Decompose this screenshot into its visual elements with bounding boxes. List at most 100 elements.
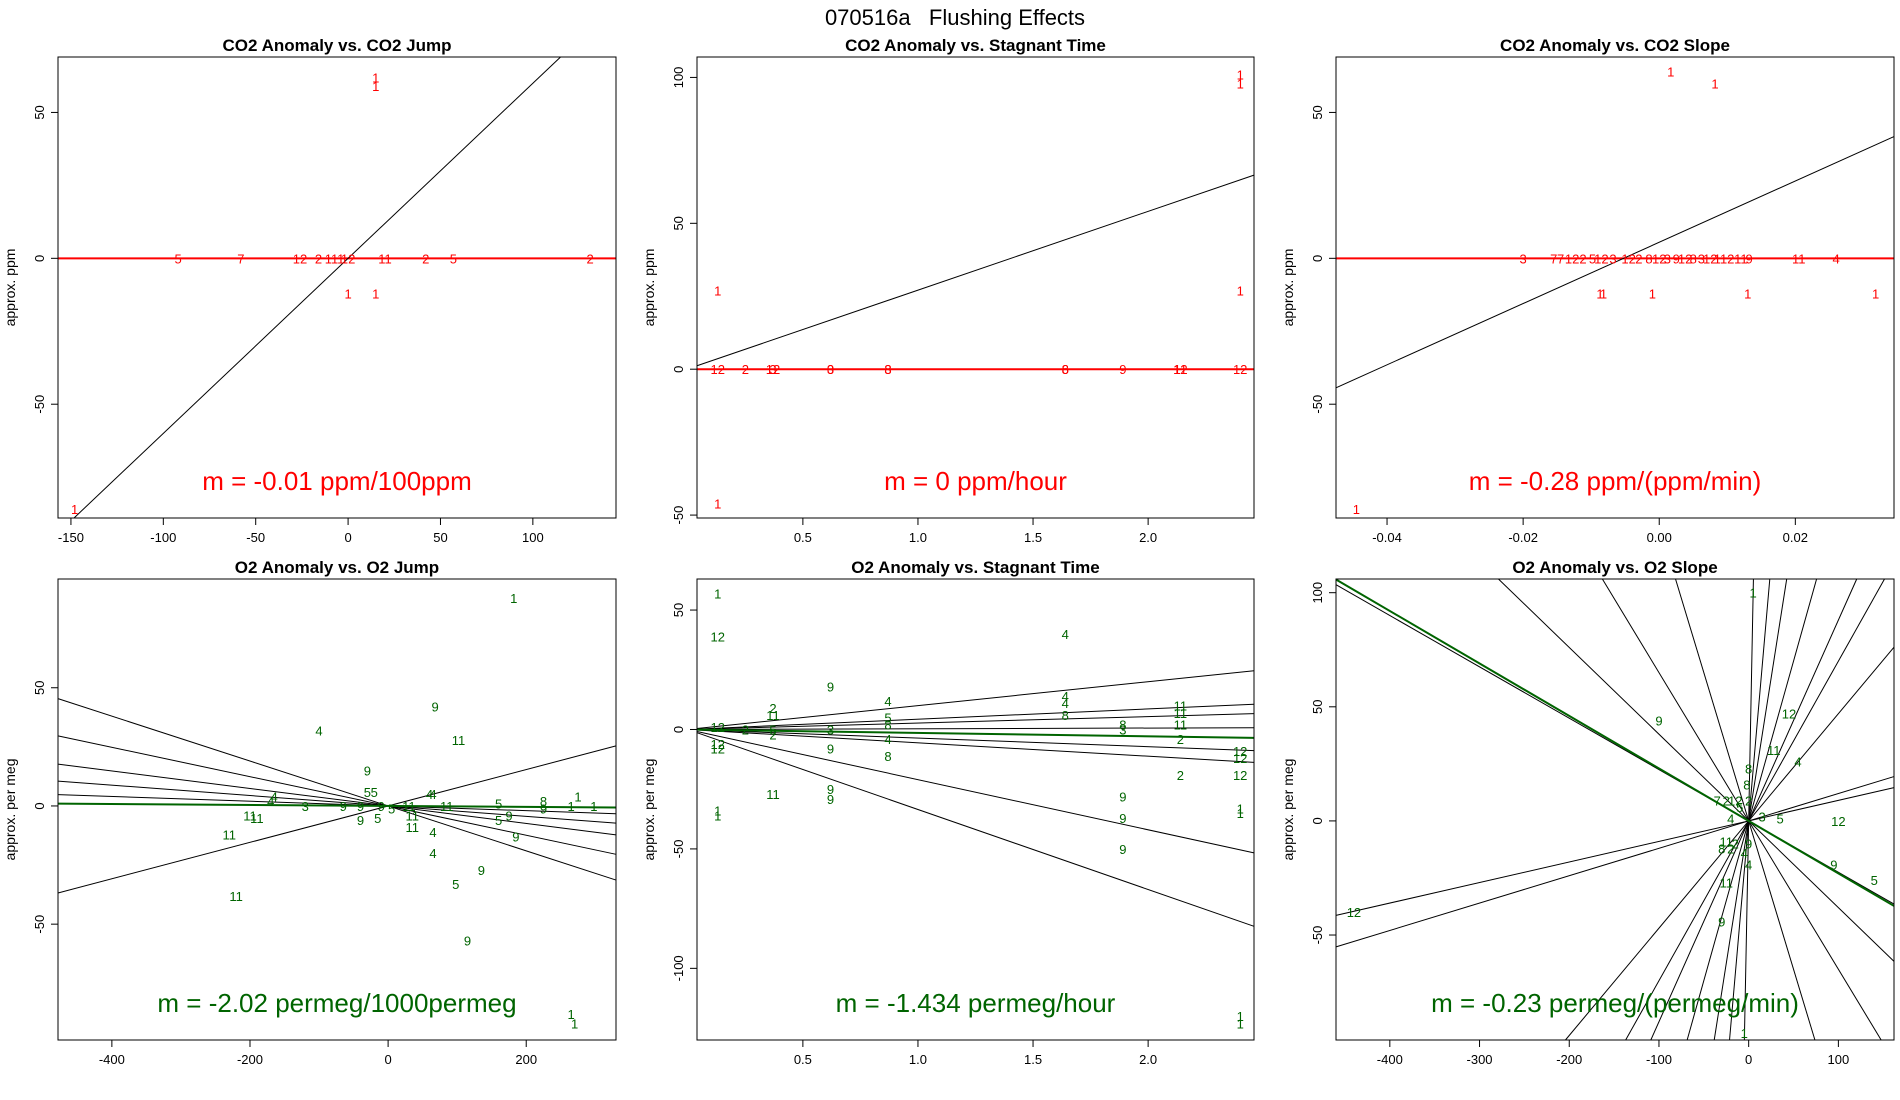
data-point: 3 [1698,251,1705,266]
data-point: 9 [1119,789,1126,804]
data-point: 12 [1173,362,1187,377]
data-point: 4 [429,846,436,861]
fit-line [696,713,1255,730]
data-point: 1 [1750,586,1757,601]
data-point: 12 [1233,744,1247,759]
x-tick-label: -400 [99,1052,125,1067]
data-point: 2 [769,701,776,716]
data-point: 1 [510,591,517,606]
data-point: 1 [571,1016,578,1031]
data-point: 12 [710,362,724,377]
y-tick-label: 50 [671,603,686,617]
data-point: 4 [1794,755,1801,770]
data-point: 5 [769,722,776,737]
data-point: 1 [337,251,344,266]
data-point: 12 [1728,793,1742,808]
data-point: 4 [429,787,436,802]
data-point: 9 [478,863,485,878]
data-point: 4 [884,732,891,747]
fit-line [696,729,1255,752]
y-tick-label: -50 [32,395,47,414]
data-point: 9 [1119,811,1126,826]
data-point: 1 [714,283,721,298]
data-point: 8 [540,794,547,809]
data-point: 2 [1723,793,1730,808]
panel-title: CO2 Anomaly vs. CO2 Slope [1500,36,1730,55]
data-point: 8 [1743,777,1750,792]
data-point: 11 [406,820,420,835]
fit-line [57,745,617,894]
fit-line [1601,578,1882,1041]
data-point: 9 [1119,362,1126,377]
data-point: 9 [1830,857,1837,872]
data-point: 5 [495,813,502,828]
data-point: 9 [464,934,471,949]
plot-frame [1335,578,1895,1041]
data-point: 12 [293,251,307,266]
data-point: 11 [402,799,416,814]
data-point: 4 [1062,696,1069,711]
data-point: 11 [1174,699,1188,714]
data-point: 4 [429,825,436,840]
plot-frame [1335,56,1895,519]
fit-line [696,732,1255,927]
data-point: 5 [1589,251,1596,266]
x-tick-label: 0.00 [1647,530,1672,545]
fit-line [696,727,1255,730]
data-point: 7 [237,251,244,266]
data-point: 4 [271,789,278,804]
y-tick-label: 0 [671,366,686,373]
data-point: 1 [71,502,78,517]
fit-line [57,763,617,836]
data-point: 11 [1174,718,1188,733]
data-point: 9 [357,813,364,828]
data-point: 3 [1609,251,1616,266]
data-point: 1 [1237,801,1244,816]
data-point: 2 [1635,251,1642,266]
data-point: 5 [452,877,459,892]
data-point: 1 [1353,502,1360,517]
data-point: 4 [267,794,274,809]
fit-line [696,703,1255,730]
data-point: 12 [766,362,780,377]
x-tick-label: -150 [58,530,84,545]
data-point: 9 [357,799,364,814]
data-point: 9 [827,679,834,694]
fit-line [696,730,1255,854]
data-point: 9 [364,763,371,778]
data-point: 8 [1745,761,1752,776]
data-point: 5 [884,711,891,726]
data-point: 11 [250,811,264,826]
y-axis-label: approx. ppm [641,249,657,327]
y-axis-label: approx. per meg [1280,759,1296,861]
data-point: 2 [1579,251,1586,266]
fit-line [1650,578,1858,1041]
data-point: 12 [1565,251,1579,266]
x-tick-label: 100 [1828,1052,1850,1067]
x-tick-label: 1.0 [909,530,927,545]
slope-annotation: m = -0.23 permeg/(permeg/min) [1431,988,1799,1018]
data-point: 12 [710,720,724,735]
data-point: 1 [1711,76,1718,91]
data-point: 1 [574,789,581,804]
data-point: 12 [1678,251,1692,266]
data-point: 11 [766,787,780,802]
data-point: 12 [710,737,724,752]
data-point: 2 [315,251,322,266]
x-tick-label: 0.5 [794,1052,812,1067]
data-point: 9 [505,808,512,823]
mean-fit-line [696,728,1255,739]
data-point: 12 [710,742,724,757]
data-point: 11 [1767,743,1781,758]
data-point: 4 [1062,627,1069,642]
panel-title: O2 Anomaly vs. Stagnant Time [851,558,1099,577]
data-point: 3 [1520,251,1527,266]
data-point: 2 [742,362,749,377]
data-point: 8 [1645,251,1652,266]
data-point: 9 [512,830,519,845]
data-point: 11 [378,251,392,266]
data-point: 11 [440,799,454,814]
panel-title: O2 Anomaly vs. O2 Jump [235,558,439,577]
